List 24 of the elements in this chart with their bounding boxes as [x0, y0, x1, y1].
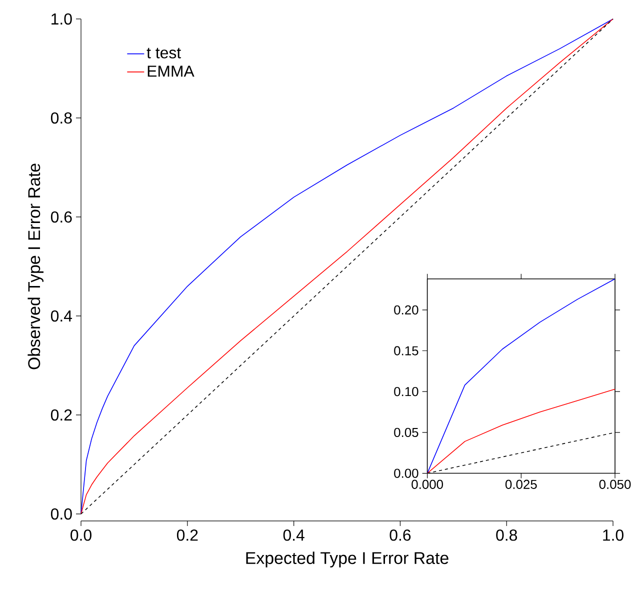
x-tick-label: 0.2 [176, 530, 198, 541]
x-tick-label: 0.025 [505, 480, 537, 489]
legend-label: t test [146, 48, 181, 58]
x-tick-label: 0.8 [496, 530, 517, 541]
legend-label: EMMA [148, 66, 194, 77]
y-tick-label: 0.00 [394, 468, 418, 478]
y-tick-label: 0.6 [50, 211, 72, 223]
y-tick-label: 0.15 [394, 346, 418, 356]
line-series [427, 388, 616, 474]
y-tick-label: 0.4 [50, 310, 72, 322]
x-tick-label: 0.0 [70, 530, 92, 541]
y-tick-label: 0.0 [50, 508, 72, 520]
y-tick-label: 0.10 [394, 387, 418, 396]
y-tick-label: 0.05 [394, 428, 418, 438]
x-tick-label: 0.000 [412, 480, 444, 489]
y-tick-label: 1.0 [52, 13, 72, 25]
y-tick-label: 0.20 [394, 305, 418, 315]
y-tick-label: 0.8 [50, 112, 72, 124]
x-tick-label: 0.4 [283, 530, 304, 541]
y-axis-title: Observed Type I Error Rate [28, 164, 44, 370]
x-axis-title: Expected Type I Error Rate [246, 552, 448, 568]
y-tick-label: 0.2 [50, 409, 72, 421]
x-tick-label: 1.0 [603, 530, 624, 541]
x-tick-label: 0.050 [599, 480, 631, 489]
